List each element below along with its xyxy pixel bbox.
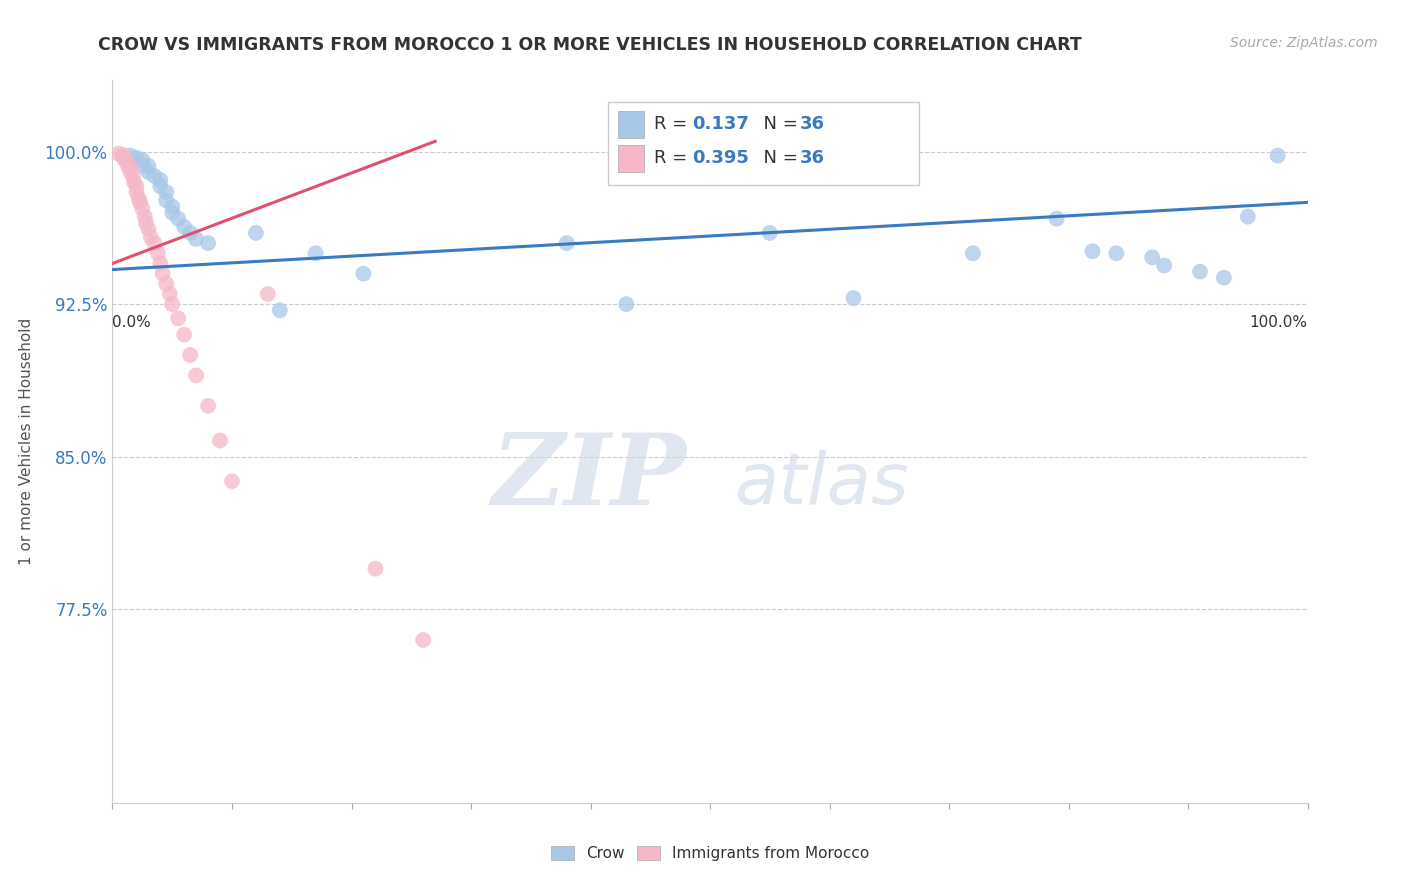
Point: [131, 202, 153, 216]
Point: [131, 159, 153, 173]
Point: [1105, 246, 1128, 260]
Point: [186, 232, 208, 246]
Text: 0.395: 0.395: [692, 149, 749, 168]
Text: atlas: atlas: [734, 450, 908, 519]
Point: [120, 165, 142, 179]
Point: [962, 246, 984, 260]
Point: [305, 246, 328, 260]
Point: [364, 562, 387, 576]
Point: [1142, 251, 1164, 265]
Point: [139, 230, 162, 244]
Point: [1267, 148, 1289, 162]
Point: [134, 210, 156, 224]
Point: [114, 148, 135, 162]
Point: [138, 159, 160, 173]
Point: [1237, 210, 1260, 224]
Point: [129, 195, 152, 210]
Point: [209, 434, 232, 448]
Point: [186, 368, 208, 383]
Point: [128, 191, 150, 205]
Point: [173, 219, 195, 234]
Text: N =: N =: [752, 149, 803, 168]
Point: [1213, 270, 1236, 285]
Point: [125, 179, 148, 194]
Text: R =: R =: [654, 115, 693, 133]
Point: [173, 327, 195, 342]
Point: [162, 205, 183, 219]
Point: [120, 161, 142, 175]
Point: [143, 169, 166, 183]
Point: [257, 287, 280, 301]
Point: [107, 146, 129, 161]
Point: [149, 173, 172, 187]
Text: 0.0%: 0.0%: [112, 315, 152, 330]
Point: [155, 194, 177, 208]
Point: [125, 185, 148, 199]
Point: [1189, 264, 1212, 278]
Point: [122, 175, 145, 189]
Text: 0.137: 0.137: [692, 115, 749, 133]
Point: [149, 256, 172, 270]
Point: [121, 169, 143, 183]
Text: 100.0%: 100.0%: [1250, 315, 1308, 330]
Point: [616, 297, 638, 311]
Point: [155, 277, 177, 291]
Point: [179, 226, 201, 240]
Point: [159, 287, 181, 301]
Point: [162, 297, 183, 311]
Text: ZIP: ZIP: [491, 429, 686, 526]
Text: 36: 36: [800, 149, 825, 168]
Point: [245, 226, 267, 240]
Point: [111, 148, 134, 162]
Point: [120, 148, 142, 162]
Text: CROW VS IMMIGRANTS FROM MOROCCO 1 OR MORE VEHICLES IN HOUSEHOLD CORRELATION CHAR: CROW VS IMMIGRANTS FROM MOROCCO 1 OR MOR…: [98, 36, 1083, 54]
Point: [162, 199, 183, 213]
Point: [155, 185, 177, 199]
Point: [412, 632, 434, 647]
Point: [221, 474, 243, 488]
Point: [152, 267, 174, 281]
Legend: Crow, Immigrants from Morocco: Crow, Immigrants from Morocco: [544, 840, 876, 867]
Text: Source: ZipAtlas.com: Source: ZipAtlas.com: [1230, 36, 1378, 50]
Point: [269, 303, 291, 318]
Point: [131, 153, 153, 167]
Point: [125, 151, 148, 165]
Point: [114, 153, 135, 167]
Point: [197, 236, 219, 251]
Point: [167, 311, 190, 326]
Point: [117, 159, 139, 173]
Point: [115, 154, 138, 169]
Point: [138, 222, 160, 236]
Point: [146, 246, 169, 260]
FancyBboxPatch shape: [609, 102, 920, 185]
Text: R =: R =: [654, 149, 693, 168]
Point: [149, 179, 172, 194]
Y-axis label: 1 or more Vehicles in Household: 1 or more Vehicles in Household: [18, 318, 34, 566]
Point: [143, 236, 166, 251]
Bar: [619, 145, 644, 172]
Text: 36: 36: [800, 115, 825, 133]
Point: [135, 216, 157, 230]
Point: [138, 165, 160, 179]
Point: [352, 267, 374, 281]
Point: [842, 291, 865, 305]
Point: [759, 226, 782, 240]
Point: [167, 211, 190, 226]
Point: [1046, 211, 1069, 226]
Point: [197, 399, 219, 413]
Point: [1153, 259, 1175, 273]
Text: N =: N =: [752, 115, 803, 133]
Point: [179, 348, 201, 362]
Bar: [619, 111, 644, 138]
Point: [1081, 244, 1104, 259]
Point: [555, 236, 578, 251]
